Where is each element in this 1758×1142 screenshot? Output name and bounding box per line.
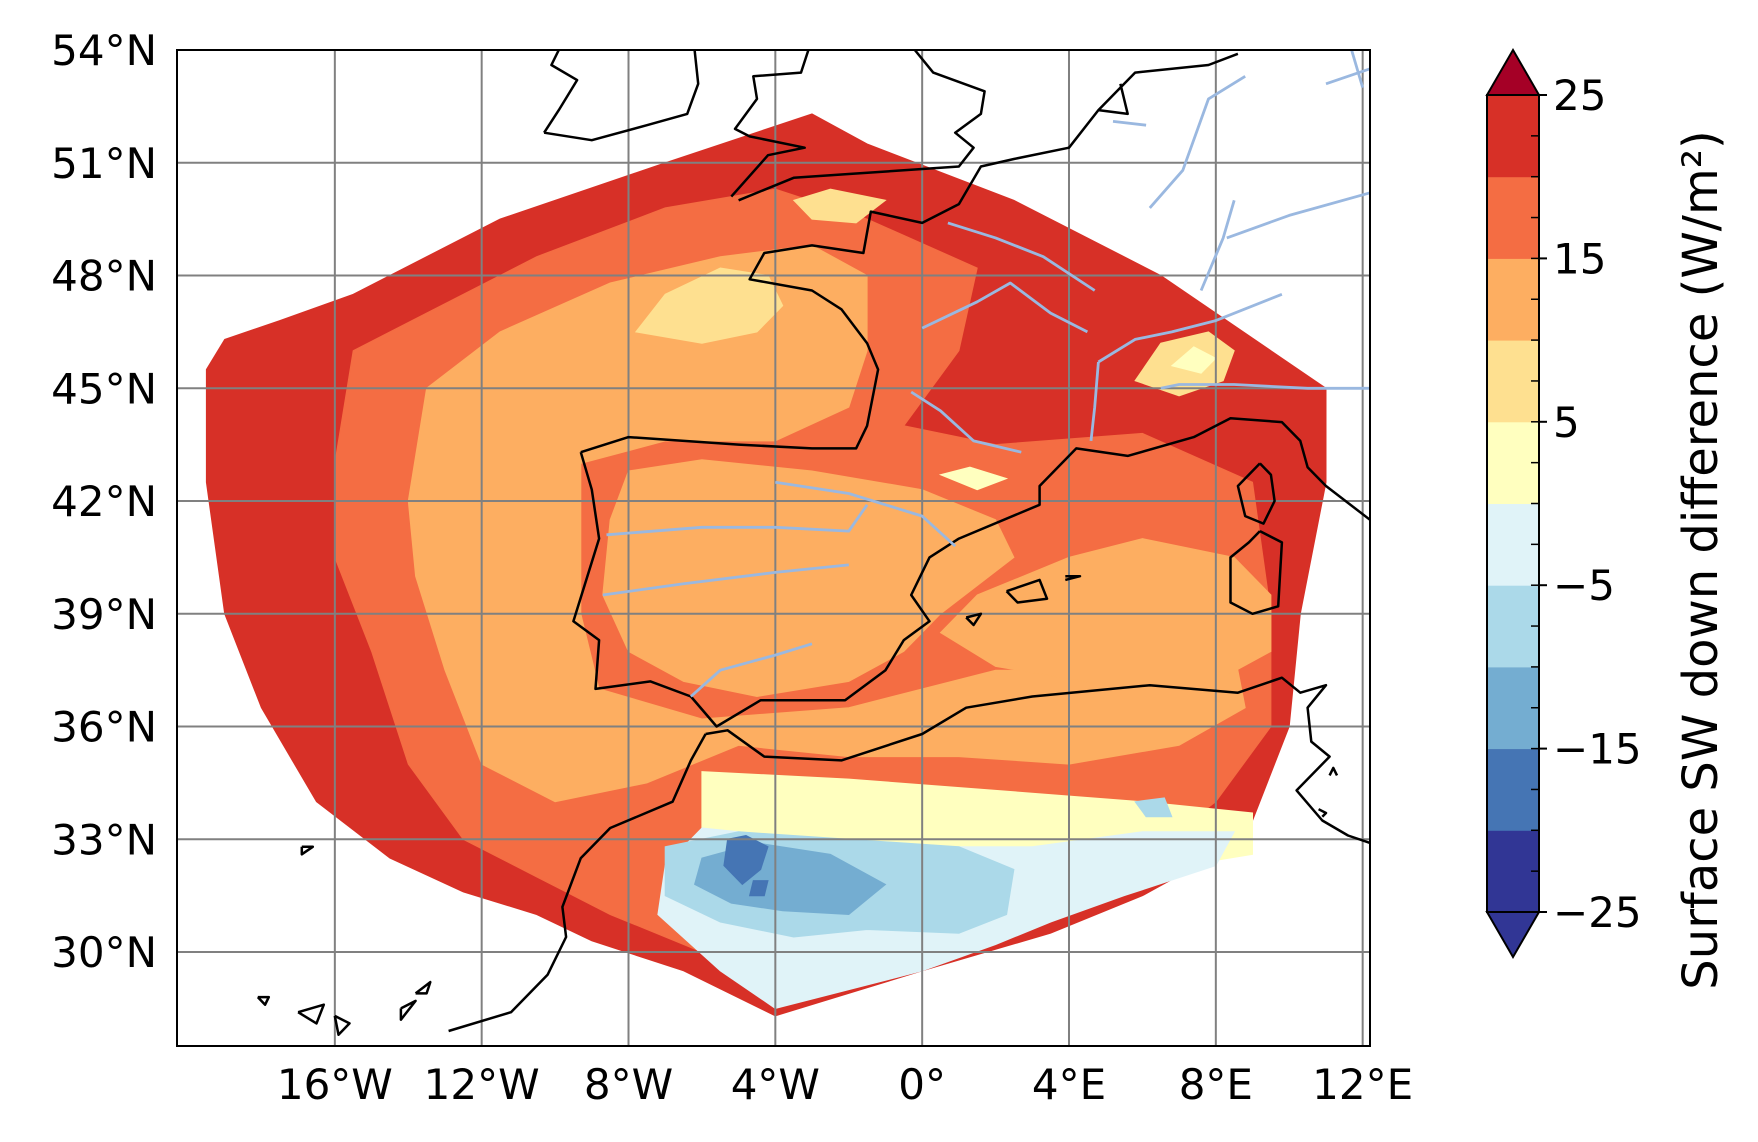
colorbar-segment [1487,666,1539,750]
colorbar-title: Surface SW down difference (W/m²) [1673,130,1729,989]
coastline [543,50,579,134]
latitude-tick-labels: 54°N 51°N 48°N 45°N 42°N 39°N 36°N 33°N 30°N [51,26,157,977]
river [1089,361,1100,442]
river [602,563,849,597]
coastline [399,999,417,1021]
colorbar-segment [1487,585,1539,668]
river [775,480,957,548]
river [1325,67,1370,86]
colorbar-tick-label: −15 [1553,725,1642,774]
river [1112,120,1147,127]
colorbar-tick-label: 25 [1553,71,1606,120]
longitude-tick-labels: 16°W 12°W 8°W 4°W 0° 4°E 8°E 12°E [277,1060,1413,1109]
river [1199,199,1236,292]
coastline [1328,766,1339,776]
map-frame [176,49,1371,1047]
coastline [1229,529,1284,616]
region-pyrenees-pale [938,466,1009,491]
colorbar-segment [1487,748,1539,831]
river [1148,75,1246,209]
colorbar-segment [1487,176,1539,259]
lat-tick-label: 30°N [51,928,157,977]
colorbar-segment [1487,340,1539,423]
coastline [256,995,271,1006]
coastline [543,50,700,142]
coastline [738,50,986,202]
coastline [300,845,315,856]
lat-tick-label: 51°N [51,139,157,188]
colorbar [1485,48,1547,959]
colorbar-tick-label: 15 [1553,234,1606,283]
lon-tick-label: 12°W [424,1060,540,1109]
region-western-med [939,538,1272,686]
coastline [730,50,810,198]
river [606,504,869,537]
lat-tick-label: 33°N [51,815,157,864]
coastline [1236,462,1276,525]
lat-tick-label: 48°N [51,252,157,301]
lon-tick-label: 8°E [1179,1060,1253,1109]
coastline [572,417,1370,728]
gridlines [177,50,1370,1046]
map-panel [177,50,1370,1046]
lon-tick-label: 12°E [1312,1060,1413,1109]
rivers [602,50,1370,698]
lon-tick-label: 16°W [277,1060,393,1109]
coastline [414,980,432,995]
region-sahara-min [723,834,769,886]
colorbar-segment [1487,503,1539,586]
coastline [1098,83,1129,116]
colorbar-tick-label: −5 [1553,561,1615,610]
river [1097,292,1283,364]
lat-tick-label: 36°N [51,703,157,752]
coastline [297,1003,326,1025]
river [1160,383,1370,390]
colorbar-tick-labels: 25 15 5 −5 −15 −25 [1553,71,1642,937]
lon-tick-label: 4°E [1032,1060,1106,1109]
lat-tick-label: 39°N [51,590,157,639]
lon-tick-label: 4°W [731,1060,820,1109]
river [1226,191,1370,240]
lon-tick-label: 0° [898,1060,946,1109]
lat-tick-label: 42°N [51,477,157,526]
coastline [333,1014,351,1036]
lon-tick-label: 8°W [584,1060,673,1109]
coastline [1318,808,1328,818]
lat-tick-label: 54°N [51,26,157,75]
colorbar-tick-label: 5 [1553,398,1580,447]
river [947,221,1096,292]
river [1350,50,1365,88]
coastlines [256,50,1370,1036]
coastline [1064,574,1082,582]
coastline [705,676,1370,845]
colorbar-segment [1487,830,1539,913]
region-sahara-min-2 [748,880,769,897]
colorbar-segment [1487,258,1539,341]
coastline [580,52,1239,454]
colorbar-segment [1487,421,1539,504]
river [921,281,1089,334]
coastline [448,733,707,1033]
coastline [965,612,983,627]
region-tunisia-blue [1134,797,1173,818]
coastline [1005,578,1049,604]
river [689,642,813,698]
lat-tick-label: 45°N [51,364,157,413]
river [910,390,1022,454]
colorbar-segment [1487,95,1539,178]
colorbar-tick-label: −25 [1553,888,1642,937]
